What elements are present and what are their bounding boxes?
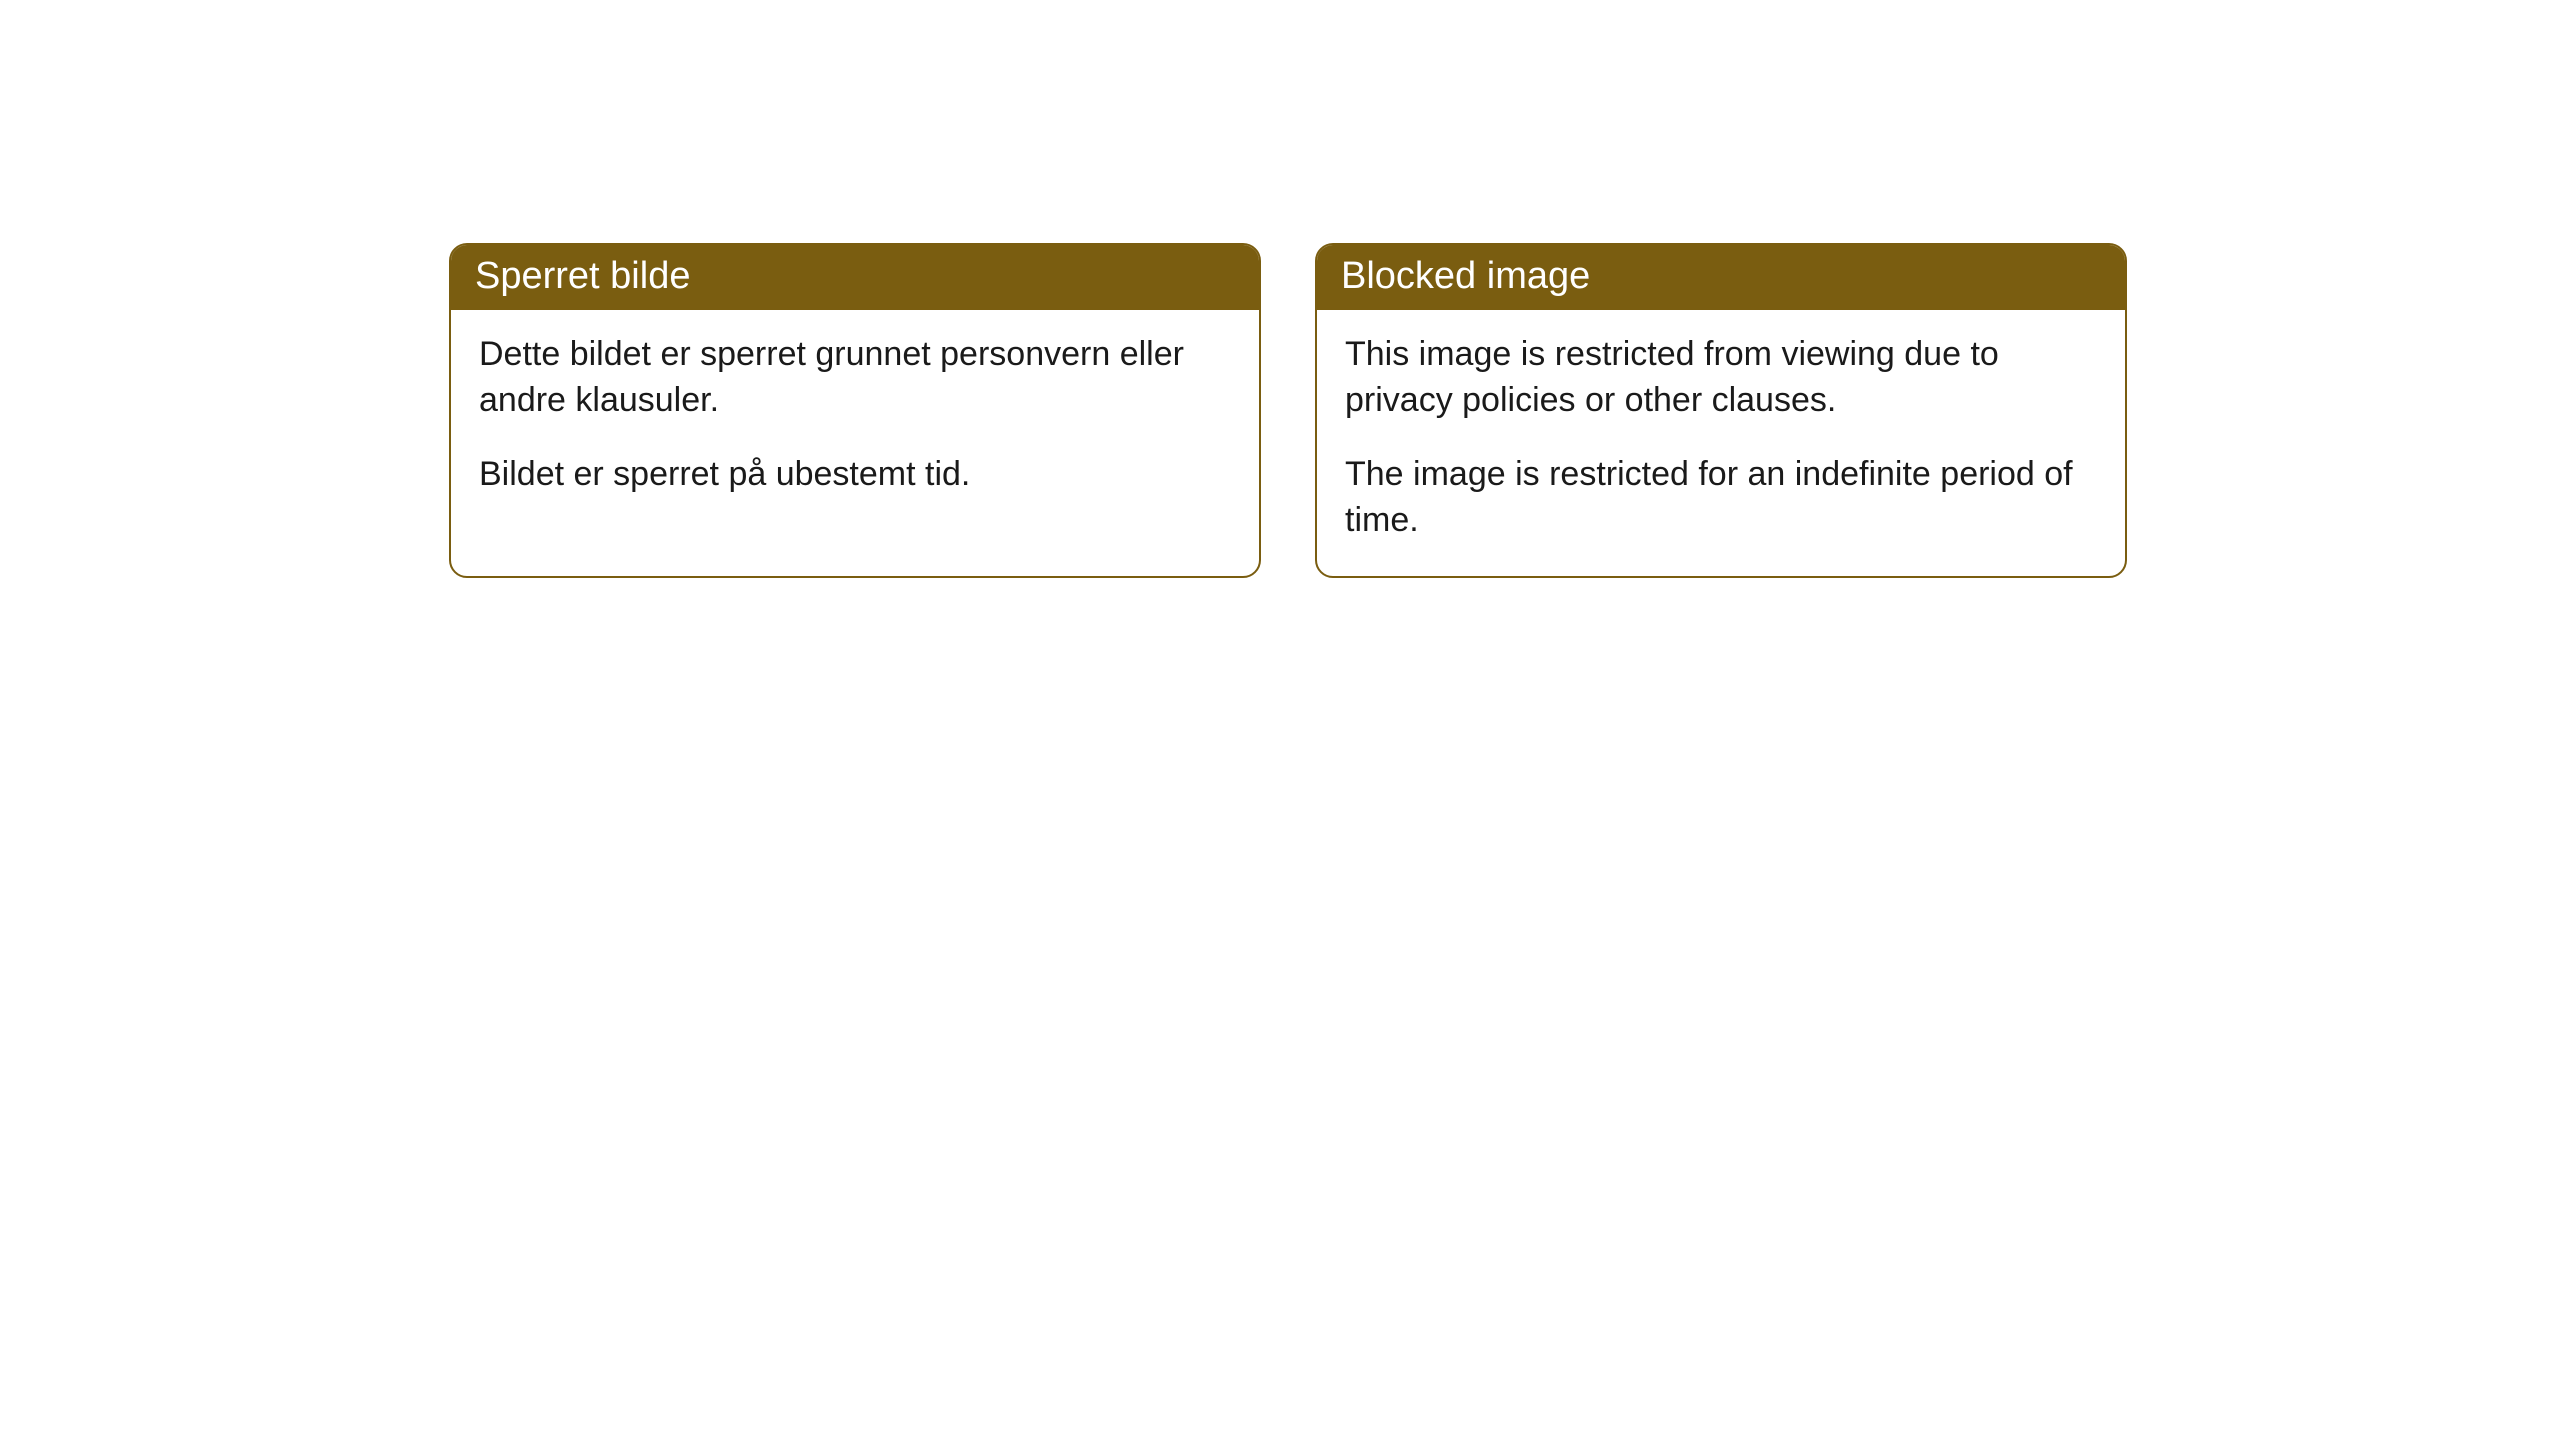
card-body-english: This image is restricted from viewing du… <box>1317 310 2125 576</box>
blocked-image-card-english: Blocked image This image is restricted f… <box>1315 243 2127 578</box>
card-header-english: Blocked image <box>1317 245 2125 310</box>
card-header-norwegian: Sperret bilde <box>451 245 1259 310</box>
card-paragraph-1-english: This image is restricted from viewing du… <box>1345 332 2097 424</box>
notice-cards-container: Sperret bilde Dette bildet er sperret gr… <box>449 243 2127 578</box>
card-paragraph-1-norwegian: Dette bildet er sperret grunnet personve… <box>479 332 1231 424</box>
blocked-image-card-norwegian: Sperret bilde Dette bildet er sperret gr… <box>449 243 1261 578</box>
card-paragraph-2-english: The image is restricted for an indefinit… <box>1345 452 2097 544</box>
card-body-norwegian: Dette bildet er sperret grunnet personve… <box>451 310 1259 530</box>
card-paragraph-2-norwegian: Bildet er sperret på ubestemt tid. <box>479 452 1231 498</box>
